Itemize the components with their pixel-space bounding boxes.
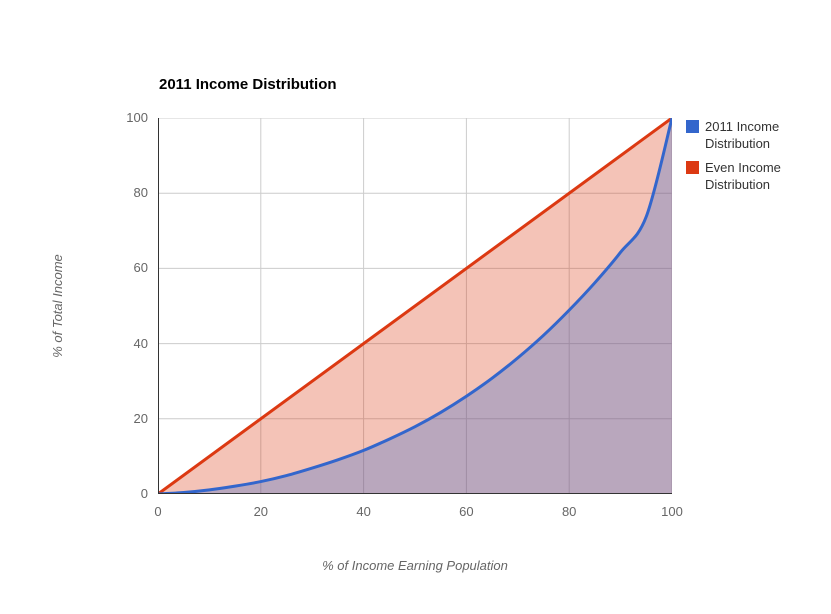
chart-title: 2011 Income Distribution [159, 76, 337, 93]
x-axis-title: % of Income Earning Population [322, 558, 508, 573]
y-tick-label: 40 [133, 335, 148, 351]
y-tick-label: 80 [133, 185, 148, 201]
x-tick-label: 40 [356, 504, 371, 519]
legend-item-2011-income: 2011 Income Distribution [686, 118, 805, 152]
x-tick-label: 0 [154, 504, 162, 519]
y-axis-title: % of Total Income [50, 254, 65, 358]
plot-area[interactable] [158, 118, 672, 494]
legend-swatch-red-icon [686, 161, 699, 174]
y-tick-label: 60 [133, 260, 148, 276]
x-tick-label: 20 [253, 504, 269, 519]
area-lorenz-curve [158, 118, 672, 494]
legend-item-even-income: Even Income Distribution [686, 159, 805, 193]
legend-label: Even Income Distribution [705, 160, 781, 192]
line-equality-line [158, 118, 672, 494]
x-tick-label: 80 [561, 504, 577, 519]
y-tick-label: 100 [126, 110, 148, 125]
legend-label: 2011 Income Distribution [705, 119, 780, 151]
x-tick-label: 60 [459, 504, 474, 519]
legend-swatch-blue-icon [686, 120, 699, 133]
y-tick-label: 0 [140, 486, 148, 501]
legend: 2011 Income Distribution Even Income Dis… [686, 118, 805, 193]
y-tick-label: 20 [133, 410, 148, 426]
line-lorenz-curve [158, 118, 672, 494]
x-tick-label: 100 [661, 504, 683, 519]
